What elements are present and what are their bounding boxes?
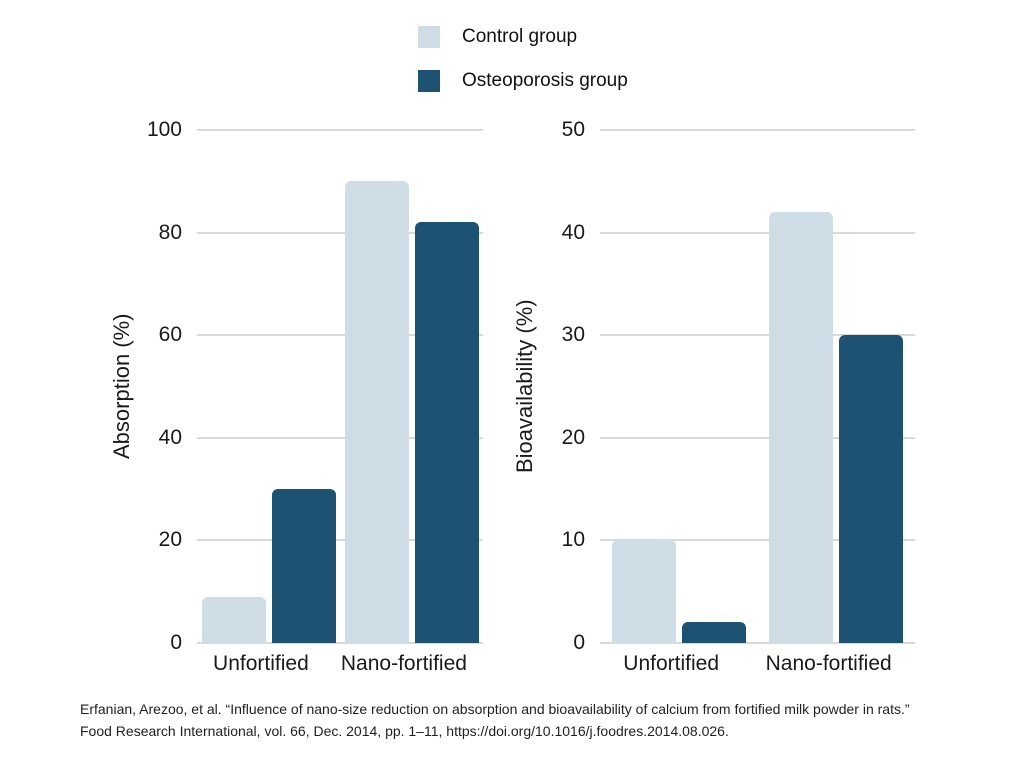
- bar-group-nano-fortified: [769, 130, 904, 643]
- y-tick-label: 0: [573, 631, 585, 654]
- gridline: [600, 334, 915, 337]
- legend-item-osteoporosis: Osteoporosis group: [418, 70, 628, 92]
- x-category-label: Nano-fortified: [340, 652, 467, 675]
- bioavailability-x-axis-labels: Unfortified Nano-fortified: [600, 652, 915, 676]
- bar-group-unfortified: [611, 130, 746, 643]
- gridline: [600, 231, 915, 234]
- y-tick-label: 20: [158, 528, 182, 552]
- gridline: [197, 334, 483, 337]
- y-tick-label: 30: [561, 323, 585, 347]
- y-tick-label: 20: [561, 425, 585, 449]
- gridline: [600, 436, 915, 439]
- citation-line: Food Research International, vol. 66, De…: [80, 723, 729, 739]
- y-tick-label: 10: [561, 528, 585, 552]
- y-axis-label: Bioavailability (%): [512, 299, 537, 474]
- y-tick-label: 80: [158, 220, 182, 244]
- bar-group-unfortified: [201, 130, 336, 643]
- legend: Control group Osteoporosis group: [418, 26, 628, 92]
- y-tick-label: 100: [146, 118, 182, 141]
- bar-control-group: [344, 181, 409, 643]
- bar-control-group: [769, 212, 834, 643]
- bar-osteoporosis-group: [414, 222, 479, 643]
- citation: Erfanian, Arezoo, et al. “Influence of n…: [80, 698, 910, 742]
- absorption-bars: [197, 130, 483, 643]
- gridline: [197, 129, 483, 131]
- gridline: [197, 231, 483, 234]
- legend-item-control: Control group: [418, 26, 628, 48]
- y-tick-label: 0: [170, 631, 182, 654]
- x-category-label: Unfortified: [623, 652, 720, 675]
- absorption-chart: Absorption (%) Unfortified Nano-fortified…: [109, 118, 483, 675]
- y-tick-label: 50: [561, 118, 585, 141]
- gridline: [600, 642, 915, 644]
- bar-group-nano-fortified: [344, 130, 479, 643]
- gridline: [197, 642, 483, 644]
- absorption-x-axis-labels: Unfortified Nano-fortified: [197, 652, 483, 676]
- bioavailability-bars: [600, 130, 915, 643]
- bar-control-group: [611, 540, 676, 643]
- bioavailability-chart: Bioavailability (%) Unfortified Nano-fort…: [512, 118, 915, 675]
- legend-label: Control group: [462, 26, 578, 47]
- gridline: [600, 129, 915, 131]
- bar-control-group: [201, 596, 266, 643]
- control-group-swatch: [418, 26, 440, 48]
- citation-line: Erfanian, Arezoo, et al. “Influence of n…: [80, 701, 910, 717]
- y-tick-label: 60: [158, 323, 182, 347]
- gridline: [600, 539, 915, 542]
- x-category-label: Nano-fortified: [765, 652, 892, 675]
- gridline: [197, 436, 483, 439]
- bar-osteoporosis-group: [839, 335, 904, 643]
- gridline: [197, 539, 483, 542]
- y-axis-label: Absorption (%): [109, 313, 134, 460]
- bar-osteoporosis-group: [271, 489, 336, 643]
- y-tick-label: 40: [561, 220, 585, 244]
- x-category-label: Unfortified: [213, 652, 309, 675]
- osteoporosis-group-swatch: [418, 70, 440, 92]
- y-tick-label: 40: [158, 425, 182, 449]
- bar-osteoporosis-group: [681, 622, 746, 643]
- legend-label: Osteoporosis group: [462, 70, 628, 91]
